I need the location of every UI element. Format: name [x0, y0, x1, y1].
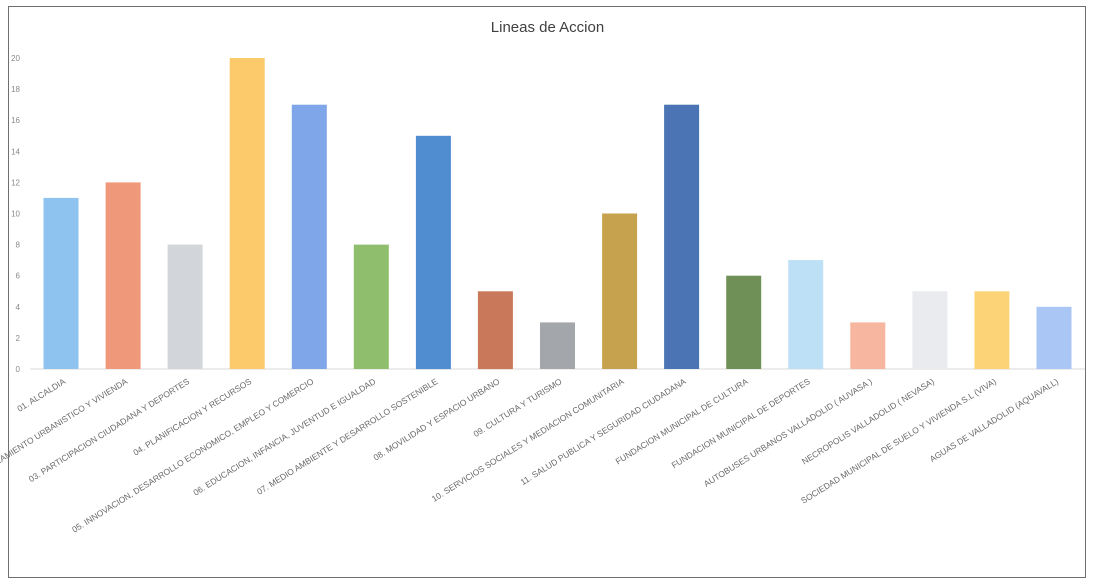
x-tick-label: 08. MOVILIDAD Y ESPACIO URBANO	[372, 376, 502, 463]
y-tick-label: 20	[11, 54, 20, 63]
bar	[912, 291, 948, 370]
x-tick-label: 01. ALCALDIA	[15, 376, 67, 414]
y-tick-label: 0	[16, 365, 21, 374]
bar	[1036, 306, 1072, 369]
x-axis-ticks: 01. ALCALDIA02. PLANEAMIENTO URBANISTICO…	[0, 376, 1060, 535]
y-tick-label: 14	[11, 147, 20, 156]
y-axis-ticks: 0 2 4 6 8 10 12 14 16 18 20	[11, 54, 20, 374]
bar	[726, 275, 762, 369]
y-tick-label: 18	[11, 85, 20, 94]
chart-title: Lineas de Accion	[490, 19, 605, 36]
bar	[415, 135, 451, 370]
bar	[788, 260, 824, 369]
bar	[43, 197, 79, 369]
y-tick-label: 2	[16, 334, 21, 343]
x-tick-label: FUNDACION MUNICIPAL DE CULTURA	[614, 376, 750, 466]
bar	[291, 104, 327, 369]
bar	[850, 322, 886, 369]
bar	[664, 104, 700, 369]
bar	[229, 58, 265, 369]
bar	[602, 213, 638, 369]
y-tick-label: 8	[16, 241, 21, 250]
y-tick-label: 12	[11, 178, 20, 187]
y-tick-label: 16	[11, 116, 20, 125]
bar	[167, 244, 203, 369]
x-tick-label: NECROPOLIS VALLADOLID ( NEVASA)	[800, 376, 936, 466]
bars-group	[43, 58, 1072, 370]
x-tick-label: AGUAS DE VALLADOLID (AQUAVALL)	[928, 376, 1060, 464]
y-tick-label: 10	[11, 210, 20, 219]
bar	[353, 244, 389, 369]
x-tick-label: 04. PLANIFICACION Y RECURSOS	[131, 376, 253, 458]
bar	[974, 291, 1010, 370]
y-tick-label: 4	[16, 303, 21, 312]
bar	[540, 322, 575, 369]
y-tick-label: 6	[16, 272, 21, 281]
bar	[105, 182, 141, 369]
bar	[477, 291, 513, 370]
x-tick-label: 05. INNOVACION, DESARROLLO ECONOMICO, EM…	[70, 376, 316, 535]
